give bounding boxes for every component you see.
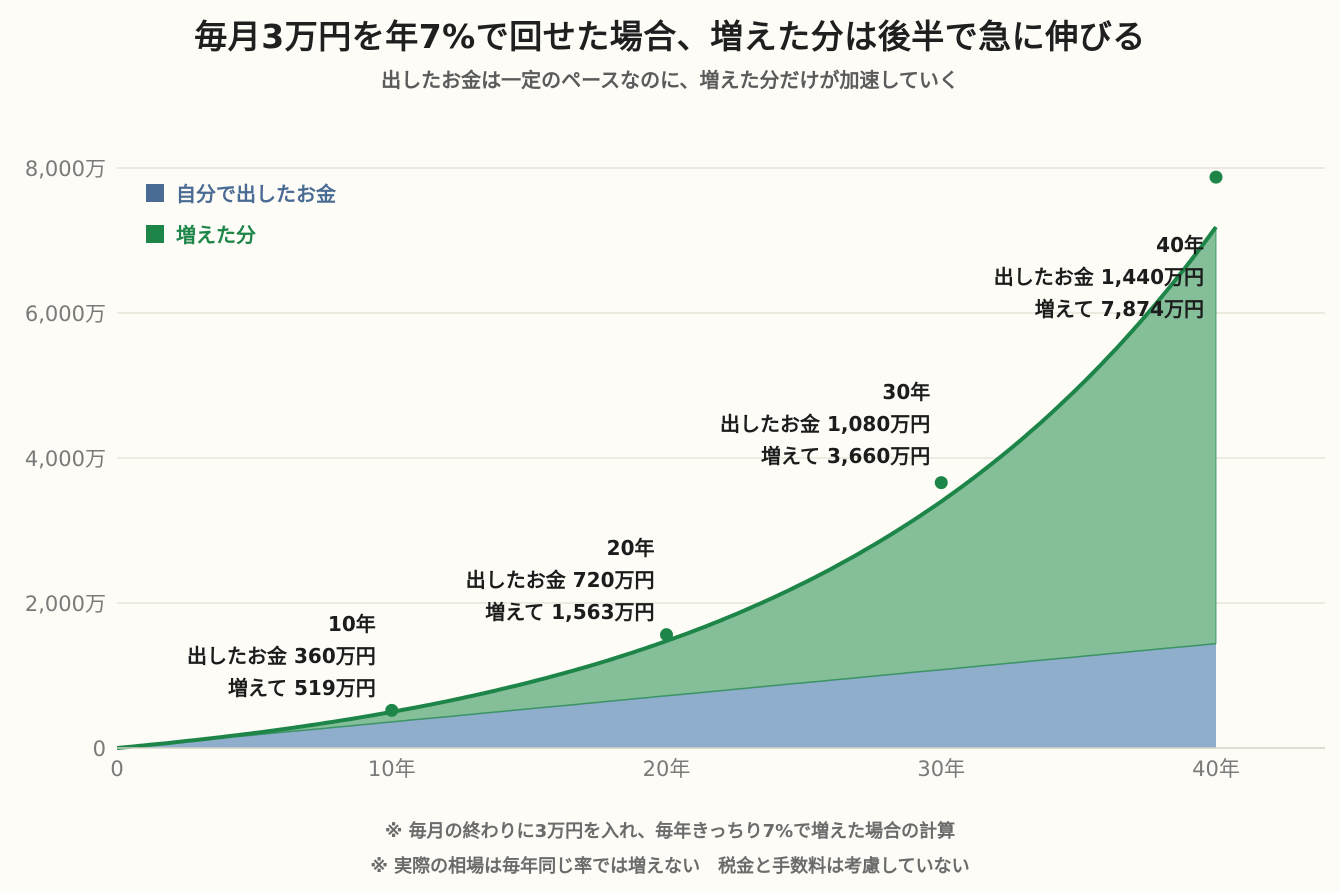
- markers: [385, 170, 1223, 717]
- legend-label-growth: 増えた分: [176, 223, 256, 247]
- data-point-marker: [385, 703, 399, 717]
- axes: 0 2,000万 4,000万 6,000万 8,000万 0 10年 20年 30年 40年: [25, 157, 1325, 781]
- x-tick-label: 30年: [917, 757, 965, 781]
- legend: 自分で出したお金 増えた分: [146, 172, 336, 254]
- annotation-total: 増えて 7,874万円: [1035, 297, 1204, 321]
- legend-item-growth: 増えた分: [146, 213, 336, 254]
- chart-title: 毎月3万円を年7%で回せた場合、増えた分は後半で急に伸びる: [194, 17, 1146, 56]
- y-tick-label: 8,000万: [25, 157, 106, 181]
- legend-label-contributed: 自分で出したお金: [176, 182, 336, 206]
- annotation-total: 増えて 3,660万円: [761, 444, 930, 468]
- chart-subtitle: 出したお金は一定のペースなのに、増えた分だけが加速していく: [381, 68, 959, 92]
- data-point-marker: [1209, 170, 1223, 184]
- annotation-year: 40年: [1156, 233, 1204, 257]
- contributed-line: [116, 642, 1217, 749]
- growth-area: [117, 227, 1216, 748]
- legend-swatch-contributed: [146, 183, 164, 202]
- legend-item-contributed: 自分で出したお金: [146, 172, 336, 213]
- x-tick-label: 40年: [1192, 757, 1240, 781]
- annotation-contributed: 出したお金 1,440万円: [994, 265, 1204, 289]
- y-tick-label: 2,000万: [25, 592, 106, 616]
- x-tick-label: 10年: [368, 757, 416, 781]
- annotation-contributed: 出したお金 360万円: [187, 644, 376, 668]
- annotation-contributed: 出したお金 1,080万円: [720, 412, 930, 436]
- data-point-marker: [660, 628, 673, 642]
- footnote-calculation: ※ 毎月の終わりに3万円を入れ、毎年きっちり7%で増えた場合の計算: [384, 821, 956, 842]
- footnote-disclaimer: ※ 実際の相場は毎年同じ率では増えない 税金と手数料は考慮していない: [370, 856, 970, 877]
- y-tick-label: 4,000万: [25, 447, 106, 471]
- legend-swatch-growth: [146, 224, 164, 243]
- y-tick-label: 6,000万: [25, 302, 106, 326]
- annotation-total: 増えて 519万円: [228, 676, 376, 700]
- x-tick-label: 0: [110, 757, 123, 781]
- data-point-marker: [934, 476, 948, 490]
- annotation-year: 10年: [328, 612, 376, 636]
- annotation-total: 増えて 1,563万円: [485, 600, 654, 624]
- annotation-year: 30年: [882, 380, 930, 404]
- x-tick-label: 20年: [643, 757, 691, 781]
- annotation-year: 20年: [607, 536, 655, 560]
- y-tick-label: 0: [93, 737, 106, 761]
- annotation-contributed: 出したお金 720万円: [466, 568, 655, 592]
